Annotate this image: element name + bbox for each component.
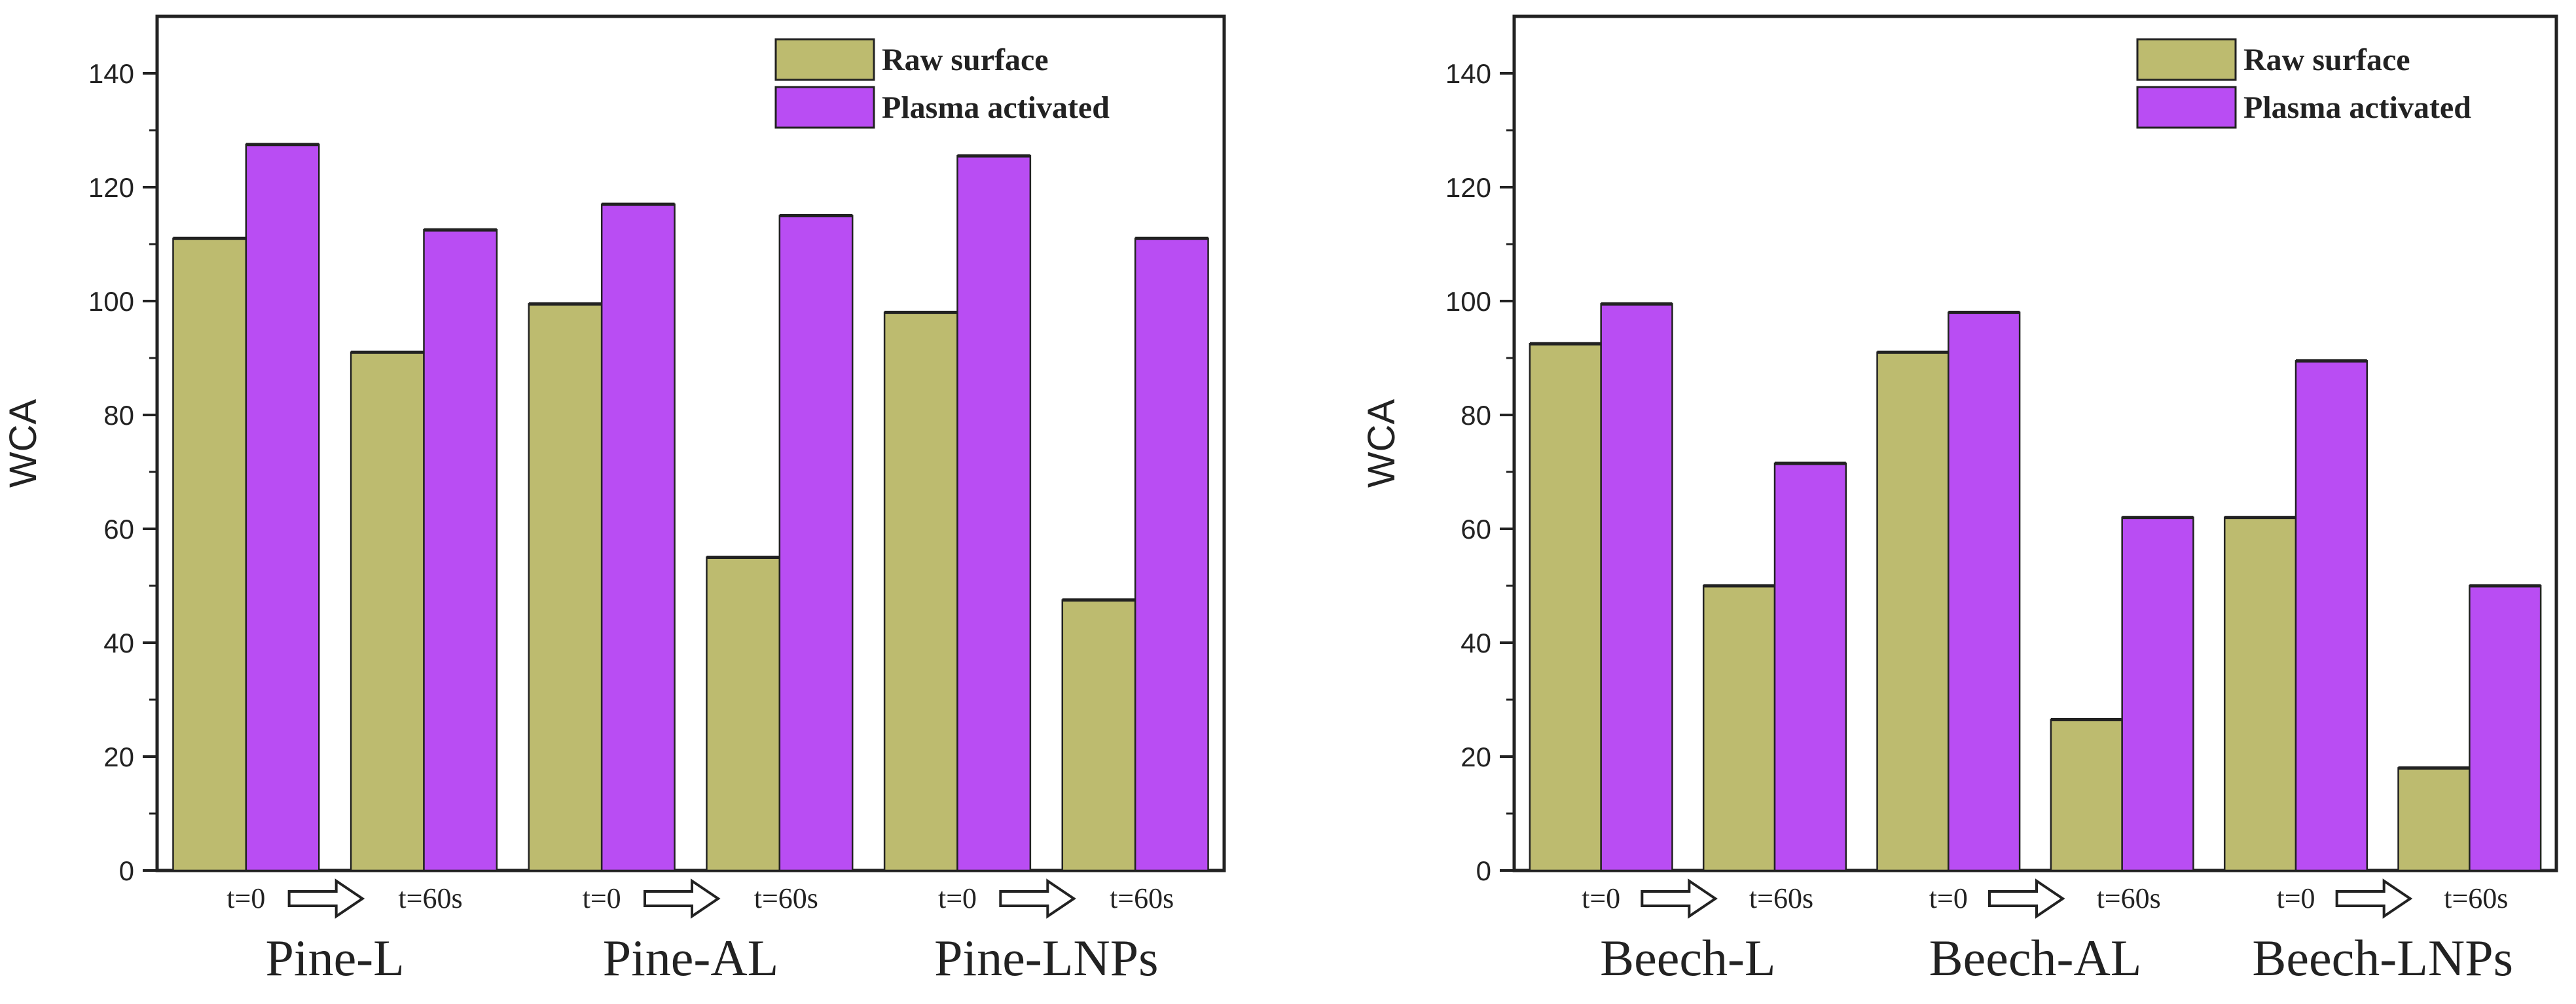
- bar-raw-surface: [528, 303, 603, 872]
- y-axis-title: WCA: [1360, 399, 1403, 488]
- y-tick-label: 20: [103, 742, 134, 772]
- bar-plasma-activated: [1134, 238, 1209, 872]
- time-label-t0: t=0: [1582, 882, 1620, 914]
- time-label-t60s: t=60s: [2097, 882, 2161, 914]
- legend: Raw surface Plasma activated: [2136, 38, 2471, 129]
- group-label: Beech-LNPs: [2252, 929, 2513, 986]
- group-label: Beech-L: [1600, 929, 1776, 986]
- time-label-t60s: t=60s: [754, 882, 818, 914]
- right-arrow-icon: [287, 878, 365, 919]
- time-label-t0: t=0: [583, 882, 621, 914]
- bar-raw-surface: [1702, 584, 1776, 872]
- bar-raw-surface: [2050, 719, 2123, 872]
- time-label-t60s: t=60s: [398, 882, 462, 914]
- y-tick-label: 80: [1460, 400, 1491, 431]
- y-axis-title: WCA: [2, 399, 45, 488]
- right-arrow-icon: [1988, 878, 2065, 919]
- y-tick-label: 100: [88, 286, 134, 317]
- bar-plasma-activated: [1948, 312, 2021, 872]
- plot-frame: [1512, 14, 2558, 872]
- time-label-t0: t=0: [1929, 882, 1968, 914]
- legend-label: Plasma activated: [882, 90, 1110, 125]
- chart-panel-2: 0 20 40 60 80 100 120 140 WCA t=0 t=60s Beech-L t=0 t…: [1360, 14, 2558, 986]
- bar-raw-surface: [350, 351, 425, 872]
- bar-plasma-activated: [1600, 303, 1673, 872]
- time-label-t60s: t=60s: [1749, 882, 1813, 914]
- legend-label: Raw surface: [2243, 43, 2410, 77]
- y-tick-label: 20: [1460, 742, 1491, 772]
- y-tick-label: 140: [88, 58, 134, 89]
- y-tick-label: 60: [1460, 514, 1491, 545]
- y-tick-label: 120: [1445, 172, 1491, 203]
- y-tick-label: 140: [1445, 58, 1491, 89]
- y-tick-label: 120: [88, 172, 134, 203]
- legend: Raw surface Plasma activated: [774, 38, 1110, 129]
- right-arrow-icon: [999, 878, 1076, 919]
- right-arrow-icon: [644, 878, 721, 919]
- bar-raw-surface: [1529, 343, 1602, 872]
- legend-label: Raw surface: [882, 43, 1049, 77]
- y-tick-label: 40: [1460, 628, 1491, 658]
- legend-swatch-plasma-activated: [774, 86, 875, 129]
- bar-plasma-activated: [2121, 516, 2194, 872]
- y-tick-label: 40: [103, 628, 134, 658]
- bar-plasma-activated: [245, 143, 320, 872]
- group-label: Pine-L: [266, 929, 405, 986]
- group-label: Pine-AL: [603, 929, 779, 986]
- bar-plasma-activated: [1773, 462, 1847, 872]
- bar-plasma-activated: [956, 154, 1032, 872]
- bars: [172, 143, 1209, 872]
- bar-raw-surface: [2223, 516, 2297, 872]
- y-tick-label: 0: [1476, 855, 1491, 886]
- bar-plasma-activated: [2469, 584, 2542, 872]
- bar-plasma-activated: [600, 203, 676, 872]
- bar-plasma-activated: [2295, 360, 2368, 872]
- bar-raw-surface: [706, 556, 781, 872]
- time-label-t60s: t=60s: [1110, 882, 1174, 914]
- bar-plasma-activated: [778, 215, 854, 872]
- y-tick-label: 100: [1445, 286, 1491, 317]
- y-tick-label: 60: [103, 514, 134, 545]
- legend-swatch-plasma-activated: [2136, 86, 2237, 129]
- y-tick-label: 0: [119, 855, 134, 886]
- legend-swatch-raw-surface: [774, 38, 875, 81]
- group-label: Pine-LNPs: [934, 929, 1158, 986]
- bar-raw-surface: [2397, 767, 2471, 872]
- bars: [1529, 302, 2542, 872]
- plot-frame: [155, 14, 1226, 872]
- bar-raw-surface: [1876, 351, 1950, 872]
- time-label-t0: t=0: [938, 882, 977, 914]
- bar-plasma-activated: [423, 229, 498, 872]
- group-label: Beech-AL: [1929, 929, 2142, 986]
- bar-raw-surface: [883, 312, 958, 872]
- legend-label: Plasma activated: [2243, 90, 2471, 125]
- bar-raw-surface: [1061, 599, 1136, 872]
- time-label-t60s: t=60s: [2444, 882, 2508, 914]
- bar-raw-surface: [172, 238, 247, 872]
- time-label-t0: t=0: [2276, 882, 2315, 914]
- right-arrow-icon: [1641, 878, 1718, 919]
- y-tick-label: 80: [103, 400, 134, 431]
- legend-swatch-raw-surface: [2136, 38, 2237, 81]
- right-arrow-icon: [2335, 878, 2413, 919]
- time-label-t0: t=0: [227, 882, 265, 914]
